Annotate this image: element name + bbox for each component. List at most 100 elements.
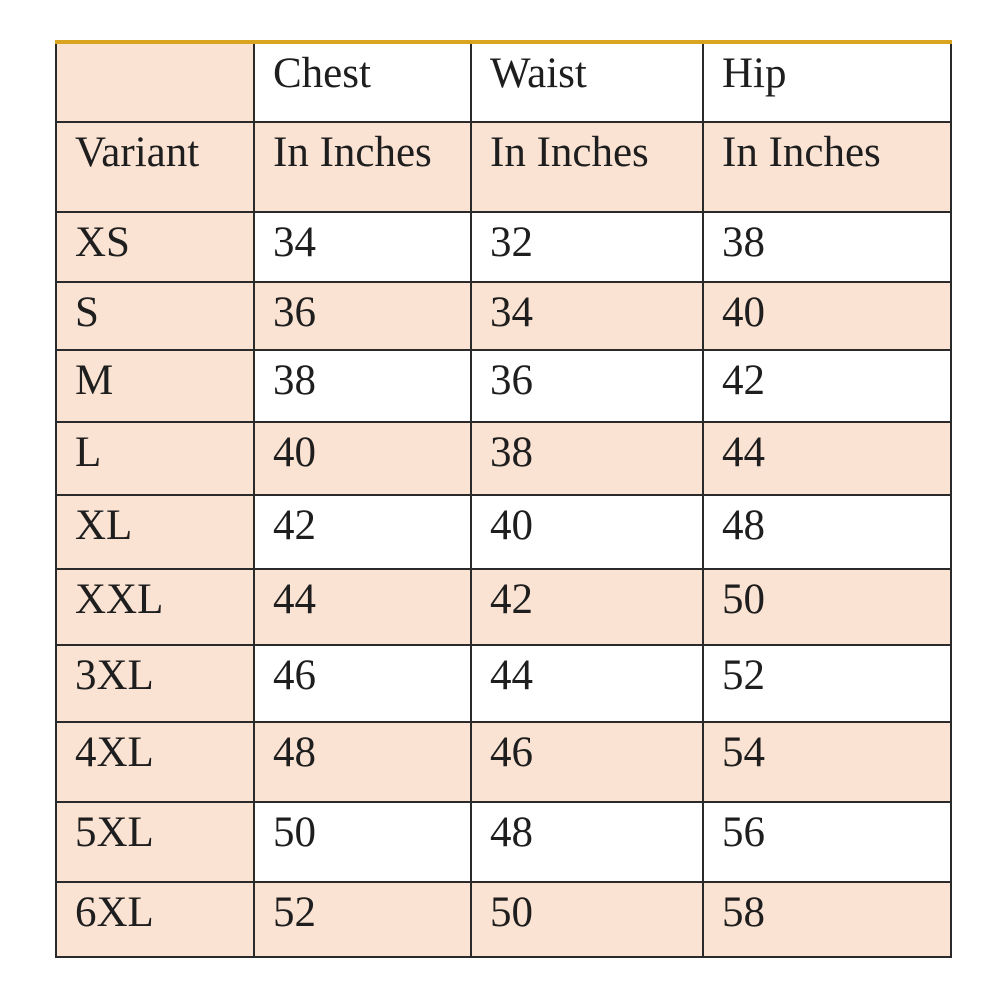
- cell-text: XL: [75, 502, 133, 549]
- measurement-cell: 34: [470, 281, 704, 351]
- header-text: In Inches: [722, 129, 881, 176]
- measurement-cell: 50: [702, 568, 952, 646]
- cell-text: 44: [722, 429, 765, 476]
- cell-text: 50: [490, 889, 533, 936]
- cell-text: 40: [273, 429, 316, 476]
- measurement-cell: 38: [470, 421, 704, 496]
- table-row: XXL 44 42 50: [55, 568, 952, 646]
- table-row: 3XL 46 44 52: [55, 644, 952, 723]
- measurement-cell: 52: [253, 881, 472, 958]
- table-row: XL 42 40 48: [55, 494, 952, 570]
- variant-cell: XXL: [55, 568, 255, 646]
- cell-text: 48: [273, 729, 316, 776]
- header-text: Hip: [722, 50, 787, 97]
- cell-text: 46: [273, 652, 316, 699]
- variant-cell: 6XL: [55, 881, 255, 958]
- measurement-cell: 42: [470, 568, 704, 646]
- cell-text: 5XL: [75, 809, 154, 856]
- measurement-cell: 36: [253, 281, 472, 351]
- measurement-cell: 54: [702, 721, 952, 803]
- header-text: In Inches: [490, 129, 649, 176]
- cell-text: 50: [273, 809, 316, 856]
- header-row-measure: Chest Waist Hip: [55, 41, 952, 123]
- measurement-cell: 42: [253, 494, 472, 570]
- header-text: [75, 44, 253, 52]
- cell-text: L: [75, 429, 102, 476]
- table-row: 4XL 48 46 54: [55, 721, 952, 803]
- measurement-cell: 44: [470, 644, 704, 723]
- cell-text: S: [75, 289, 99, 336]
- header-text: In Inches: [273, 129, 432, 176]
- measurement-cell: 40: [470, 494, 704, 570]
- cell-text: 44: [273, 576, 316, 623]
- header-cell: In Inches: [702, 121, 952, 213]
- header-cell: Hip: [702, 41, 952, 123]
- cell-text: 38: [722, 219, 765, 266]
- header-row-units: Variant In Inches In Inches In Inches: [55, 121, 952, 213]
- header-cell: In Inches: [253, 121, 472, 213]
- variant-cell: M: [55, 349, 255, 423]
- measurement-cell: 48: [702, 494, 952, 570]
- measurement-cell: 38: [253, 349, 472, 423]
- cell-text: 4XL: [75, 729, 154, 776]
- cell-text: XXL: [75, 576, 164, 623]
- table-row: 5XL 50 48 56: [55, 801, 952, 883]
- measurement-cell: 44: [702, 421, 952, 496]
- variant-cell: S: [55, 281, 255, 351]
- measurement-cell: 46: [470, 721, 704, 803]
- variant-cell: XS: [55, 211, 255, 283]
- measurement-cell: 40: [702, 281, 952, 351]
- cell-text: 48: [490, 809, 533, 856]
- header-cell: In Inches: [470, 121, 704, 213]
- cell-text: 36: [490, 357, 533, 404]
- cell-text: 54: [722, 729, 765, 776]
- measurement-cell: 46: [253, 644, 472, 723]
- header-cell: Chest: [253, 41, 472, 123]
- size-chart-table: Chest Waist Hip Variant In Inches In Inc…: [55, 40, 952, 958]
- measurement-cell: 48: [253, 721, 472, 803]
- cell-text: 32: [490, 219, 533, 266]
- cell-text: 42: [490, 576, 533, 623]
- table-row: S 36 34 40: [55, 281, 952, 351]
- cell-text: 34: [273, 219, 316, 266]
- cell-text: 52: [273, 889, 316, 936]
- table-row: 6XL 52 50 58: [55, 881, 952, 958]
- cell-text: 38: [273, 357, 316, 404]
- cell-text: 6XL: [75, 889, 154, 936]
- variant-cell: XL: [55, 494, 255, 570]
- cell-text: 44: [490, 652, 533, 699]
- cell-text: 3XL: [75, 652, 154, 699]
- header-cell: [55, 41, 255, 123]
- measurement-cell: 38: [702, 211, 952, 283]
- header-cell: Waist: [470, 41, 704, 123]
- header-text: Waist: [490, 50, 587, 97]
- cell-text: 46: [490, 729, 533, 776]
- variant-cell: 5XL: [55, 801, 255, 883]
- measurement-cell: 50: [253, 801, 472, 883]
- table-row: M 38 36 42: [55, 349, 952, 423]
- table-row: L 40 38 44: [55, 421, 952, 496]
- cell-text: XS: [75, 219, 130, 266]
- cell-text: M: [75, 357, 114, 404]
- cell-text: 48: [722, 502, 765, 549]
- table-row: XS 34 32 38: [55, 211, 952, 283]
- measurement-cell: 48: [470, 801, 704, 883]
- cell-text: 56: [722, 809, 765, 856]
- variant-cell: 3XL: [55, 644, 255, 723]
- cell-text: 40: [722, 289, 765, 336]
- cell-text: 36: [273, 289, 316, 336]
- cell-text: 38: [490, 429, 533, 476]
- measurement-cell: 44: [253, 568, 472, 646]
- measurement-cell: 52: [702, 644, 952, 723]
- measurement-cell: 56: [702, 801, 952, 883]
- measurement-cell: 42: [702, 349, 952, 423]
- measurement-cell: 58: [702, 881, 952, 958]
- measurement-cell: 34: [253, 211, 472, 283]
- variant-cell: L: [55, 421, 255, 496]
- cell-text: 34: [490, 289, 533, 336]
- cell-text: 50: [722, 576, 765, 623]
- variant-cell: 4XL: [55, 721, 255, 803]
- measurement-cell: 50: [470, 881, 704, 958]
- header-cell: Variant: [55, 121, 255, 213]
- cell-text: 58: [722, 889, 765, 936]
